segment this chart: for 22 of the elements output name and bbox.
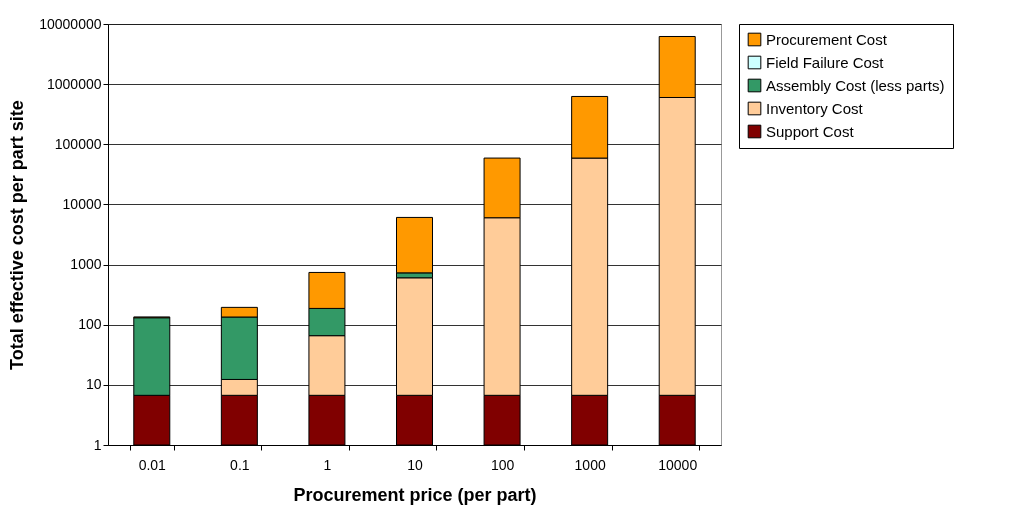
x-tick-label: 10 (407, 456, 423, 473)
legend-label: Inventory Cost (766, 99, 864, 117)
y-tick-label: 10 (85, 376, 102, 393)
y-tick-label: 10000000 (39, 15, 102, 32)
x-tick-label: 10000 (658, 456, 698, 473)
x-tick-label: 1 (323, 456, 332, 473)
x-tick-label: 100 (490, 456, 515, 473)
y-tick-label: 1000 (70, 256, 102, 273)
legend-label: Procurement Cost (766, 30, 888, 48)
y-tick-label: 1000000 (46, 75, 102, 92)
legend-label: Assembly Cost (less parts) (766, 76, 945, 94)
x-tick-label: 0.1 (230, 456, 250, 473)
y-axis-title: Total effective cost per part site (7, 100, 28, 370)
y-tick-label: 1 (93, 436, 102, 453)
y-tick-label: 100 (78, 316, 102, 333)
legend-label: Field Failure Cost (766, 53, 885, 71)
y-tick-label: 10000 (62, 195, 102, 212)
legend-label: Support Cost (766, 122, 855, 140)
x-tick-label: 1000 (574, 456, 606, 473)
y-tick-label: 100000 (54, 135, 102, 152)
x-axis-title: Procurement price (per part) (293, 484, 537, 505)
x-tick-label: 0.01 (138, 456, 167, 473)
